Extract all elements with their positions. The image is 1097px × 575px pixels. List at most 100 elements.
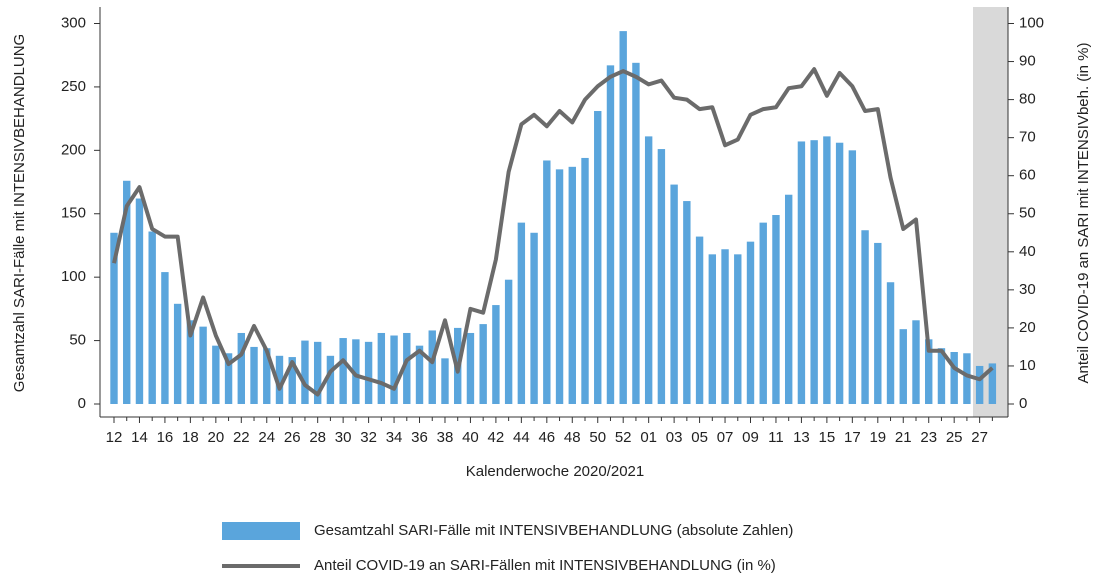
x-tick-label: 18 [182,429,199,446]
x-tick-label: 30 [335,429,352,446]
y2-tick-label: 80 [1019,91,1036,108]
bar [390,335,398,404]
bar [759,222,767,404]
bar [250,346,258,404]
x-tick-label: 24 [258,429,275,446]
bar [988,363,997,404]
x-tick-label: 36 [411,429,428,446]
bar [619,31,627,405]
bar [199,326,207,404]
bar [874,242,882,404]
y-tick-label: 250 [61,78,86,95]
y-tick-label: 200 [61,141,86,158]
bar [173,303,182,404]
bar [810,140,818,405]
y-tick-label: 50 [69,332,86,349]
x-tick-label: 12 [106,429,123,446]
legend-swatch [222,522,300,540]
x-tick-label: 28 [309,429,326,446]
bar [237,332,245,404]
bar [912,320,920,404]
x-tick-label: 16 [157,429,174,446]
x-tick-label: 48 [564,429,581,446]
bar [275,355,284,404]
bar [288,357,296,404]
legend-label: Gesamtzahl SARI-Fälle mit INTENSIVBEHAND… [314,522,793,539]
bar [377,332,386,404]
bar [466,332,475,404]
bar [186,320,195,404]
y2-axis-title: Anteil COVID-19 an SARI mit INTENSIVbeh.… [1075,43,1092,384]
bar [224,353,233,404]
bar [657,149,666,404]
bar [886,282,895,404]
x-tick-label: 26 [284,429,301,446]
bar [301,340,309,404]
bar [848,150,857,404]
bar [161,272,169,404]
x-tick-label: 19 [869,429,886,446]
x-tick-label: 09 [742,429,759,446]
x-tick-label: 22 [233,429,250,446]
bar [352,339,360,404]
bar [581,157,589,404]
x-axis-title: Kalenderwoche 2020/2021 [466,463,644,480]
bar [110,232,118,404]
bar [632,62,640,405]
bar [339,338,347,404]
x-tick-label: 17 [844,429,861,446]
bar [148,231,156,404]
bar [326,355,335,404]
bar [313,341,322,404]
bar [734,254,742,404]
x-tick-label: 32 [360,429,377,446]
bar [683,201,691,404]
bar [823,136,831,405]
x-tick-label: 14 [131,429,148,446]
bar [606,65,615,404]
y-tick-label: 100 [61,268,86,285]
bar [835,142,844,404]
x-tick-label: 27 [971,429,988,446]
y2-tick-label: 70 [1019,129,1036,146]
y-tick-label: 300 [61,14,86,31]
y2-tick-label: 20 [1019,319,1036,336]
bar [530,232,538,404]
x-tick-label: 03 [666,429,683,446]
y2-tick-label: 40 [1019,243,1036,260]
legend-label: Anteil COVID-19 an SARI-Fällen mit INTEN… [314,557,776,574]
bar [670,184,678,404]
bar [263,348,271,404]
bar [479,324,487,404]
y2-tick-label: 30 [1019,281,1036,298]
bar [695,236,704,404]
bar [123,180,131,404]
bar [135,198,144,404]
y-axis-title: Gesamtzahl SARI-Fälle mit INTENSIVBEHAND… [11,34,28,392]
y-tick-label: 150 [61,205,86,222]
line [112,67,994,397]
bar [403,332,411,404]
y2-tick-label: 100 [1019,14,1044,31]
x-tick-label: 20 [207,429,224,446]
y2-tick-label: 10 [1019,357,1036,374]
bar [555,169,564,404]
x-tick-label: 21 [895,429,912,446]
bar [543,160,551,404]
shaded-region [973,7,1008,417]
x-tick-label: 07 [717,429,734,446]
x-tick-label: 46 [538,429,555,446]
x-tick-label: 52 [615,429,632,446]
bar [797,141,806,404]
bar [492,305,500,404]
bar [937,348,946,404]
y2-tick-label: 60 [1019,167,1036,184]
bar [364,341,373,404]
bar [428,330,436,404]
y2-tick-label: 0 [1019,395,1027,412]
x-tick-label: 44 [513,429,530,446]
bar [899,329,907,404]
bar [975,365,984,404]
bar [925,339,933,404]
